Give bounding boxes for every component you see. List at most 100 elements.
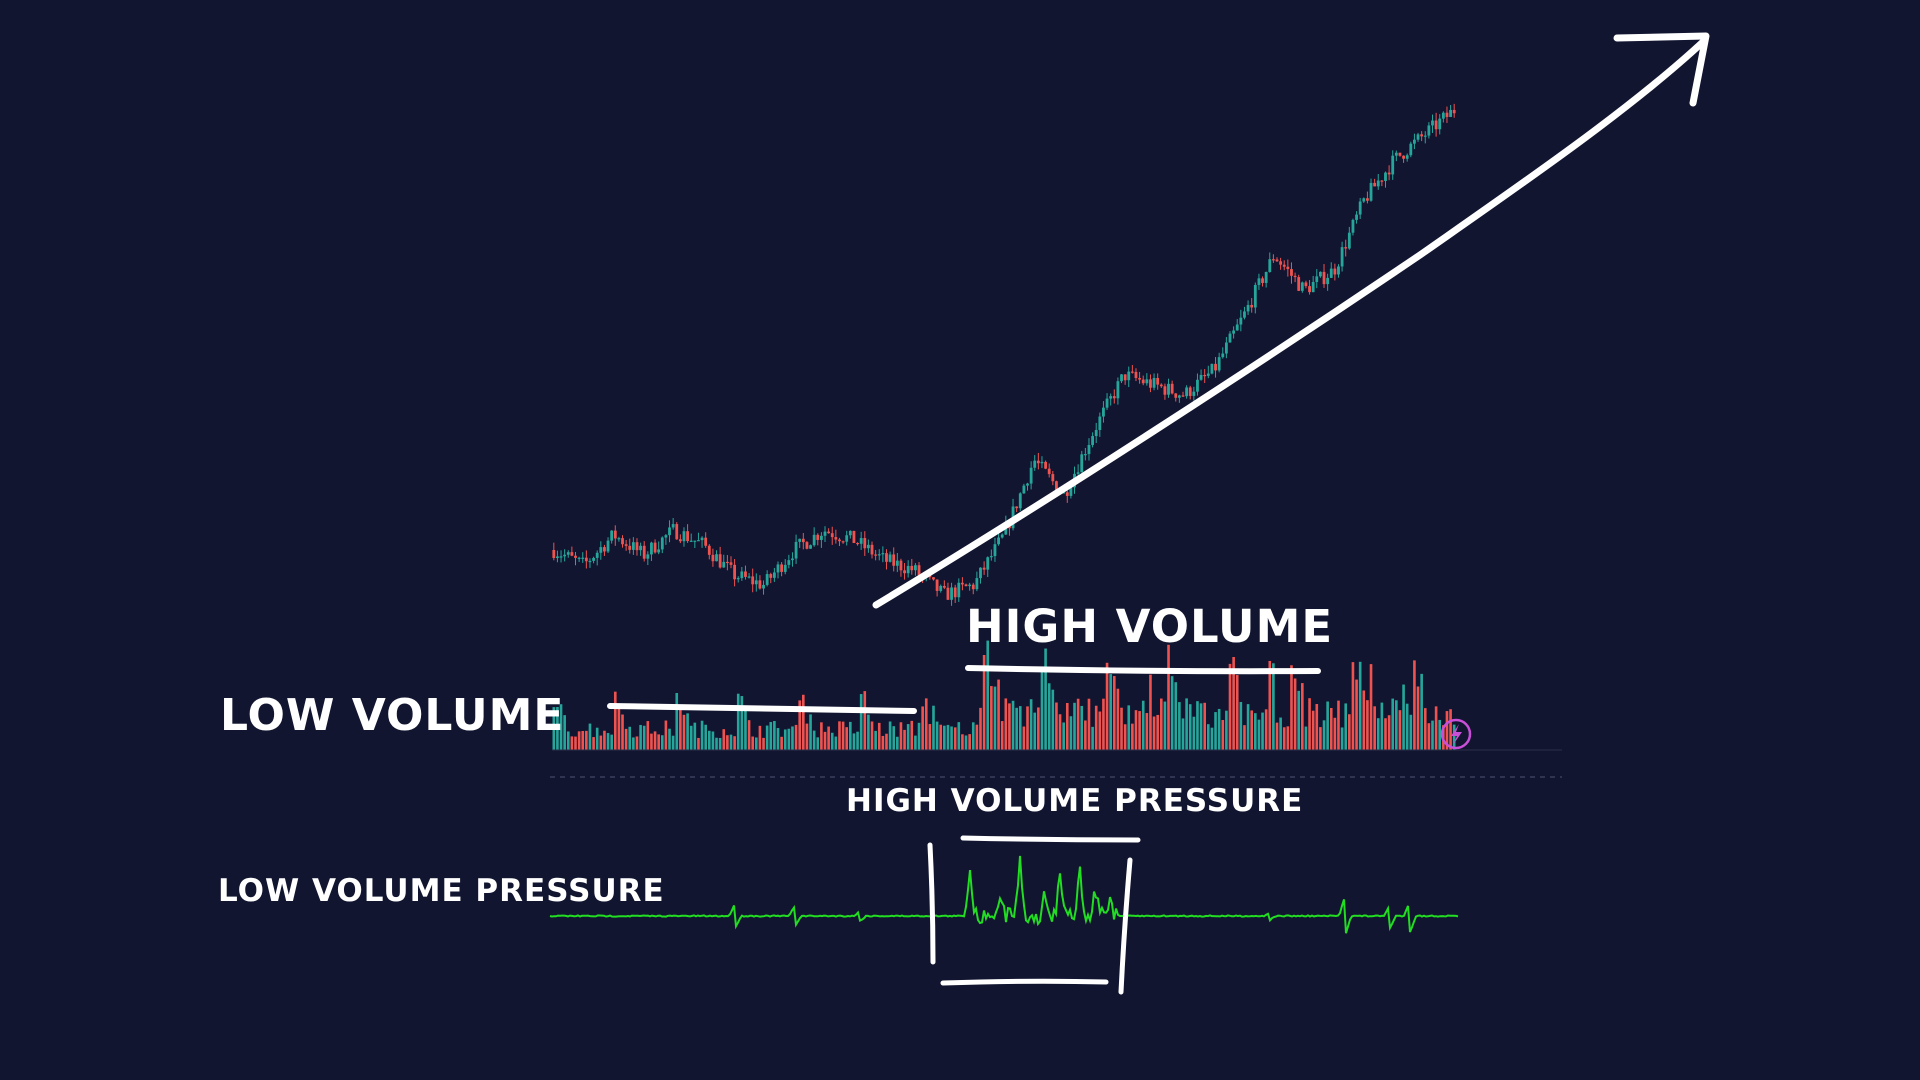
volume-bar [787,728,791,750]
candle-body [729,562,733,565]
volume-bar [928,724,932,750]
volume-bar [820,722,823,750]
volume-bar [776,728,780,750]
candle-body [1449,109,1452,117]
volume-bar [1188,704,1192,750]
volume-bar [946,724,950,750]
candle-body [751,576,755,585]
candle-body [1290,269,1293,276]
volume-bar [805,723,809,750]
volume-bar [1376,718,1380,750]
volume-bar [1084,720,1087,750]
volume-bar [1311,710,1315,750]
candle-body [631,542,635,550]
volume-bar [1087,698,1091,750]
volume-bar [1272,663,1275,750]
candle-body [798,538,802,542]
volume-bar [773,720,776,750]
candle-body [1311,281,1315,293]
candle-body [556,556,559,558]
candle-body [1087,444,1091,455]
candle-body [1033,460,1037,468]
candle-body [1123,374,1127,381]
candle-body [762,584,765,589]
candle-body [1177,395,1181,398]
volume-bar [556,707,559,750]
volume-bar [588,723,592,750]
candle-body [1040,461,1044,464]
candle-body [617,538,621,540]
candle-body [1394,152,1398,156]
candle-body [700,537,704,541]
volume-bar [1405,703,1409,750]
candle-body [715,554,718,562]
volume-bar [1029,699,1033,750]
volume-bar [646,721,650,750]
volume-bar [740,696,744,750]
volume-bar [1127,705,1131,750]
volume-bar [1178,702,1181,750]
volume-bar [552,707,556,750]
volume-bar [953,727,957,750]
volume-bar [1033,712,1037,750]
volume-bar [881,735,885,750]
volume-bar [1123,724,1127,750]
volume-bar [1069,716,1073,750]
candle-body [740,571,744,579]
candle-body [1282,264,1286,267]
volume-bar [841,721,845,750]
candle-body [1351,219,1355,233]
candle-body [1065,492,1069,496]
volume-bar [1131,723,1134,750]
candle-body [570,552,574,556]
candle-body [1431,120,1434,126]
volume-bar [675,693,679,750]
volume-bar [852,733,856,750]
candle-body [1228,333,1232,343]
candle-body [1250,304,1254,308]
volume-bar [664,720,668,750]
candle-body [718,554,722,568]
volume-bar [1329,708,1333,750]
candle-body [1409,143,1413,156]
candle-body [1076,472,1080,474]
candle-body [1391,155,1395,175]
candle-body [888,554,892,562]
candle-body [1199,374,1203,380]
volume-bar [1254,713,1257,750]
candle-body [1112,396,1116,399]
volume-bar [939,724,943,750]
volume-bar [859,694,863,750]
candle-body [1264,271,1268,283]
candle-body [1149,379,1152,388]
volume-bar [613,691,617,750]
volume-bar [979,707,982,750]
volume-bar [1008,703,1011,750]
candle-body [610,530,614,541]
candle-body [1434,120,1438,130]
volume-bar [653,731,657,750]
candle-body [1322,271,1326,285]
volume-bar [1423,708,1427,750]
candle-body [664,535,668,538]
candle-body [725,561,729,564]
volume-bar [1080,705,1084,750]
volume-bar [1149,674,1152,750]
volume-bar [1141,700,1145,750]
candle-body [1000,534,1004,538]
volume-bar [964,735,968,750]
high-volume-label: HIGH VOLUME [966,600,1334,653]
candle-body [1387,172,1391,175]
candle-body [971,584,975,590]
volume-bar [1112,676,1116,750]
candle-body [1373,182,1377,187]
candle-body [1026,483,1029,486]
volume-bar [903,729,906,750]
lightning-icon[interactable] [1440,718,1472,750]
candle-body [812,534,816,546]
volume-bar [1163,701,1167,750]
candle-body [765,574,769,585]
volume-bar [1286,726,1290,750]
low-volume-underline [607,703,917,714]
candle-body [1286,266,1290,270]
